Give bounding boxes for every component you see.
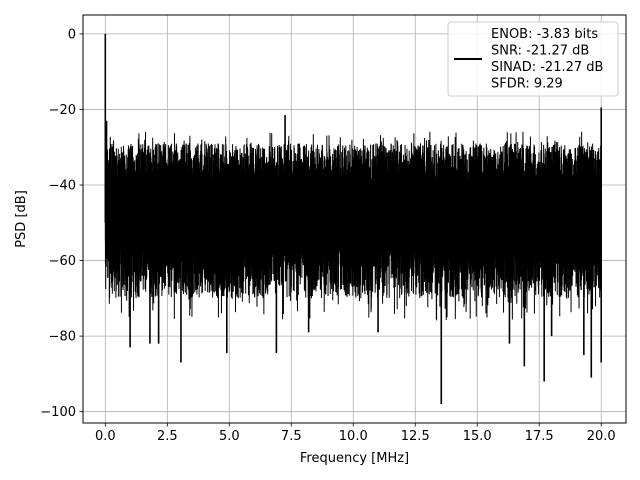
x-tick-label: 12.5 xyxy=(401,429,430,444)
x-tick-label: 2.5 xyxy=(157,429,178,444)
y-tick-label: −80 xyxy=(49,330,76,345)
x-tick-label: 7.5 xyxy=(281,429,302,444)
legend-box xyxy=(447,21,619,97)
x-tick-label: 10.0 xyxy=(339,429,368,444)
legend-line-3: SINAD: -21.27 dB xyxy=(491,60,603,75)
y-tick-label: −20 xyxy=(49,103,76,118)
legend-line-4: SFDR: 9.29 xyxy=(491,77,563,92)
x-tick-label: 5.0 xyxy=(219,429,240,444)
x-tick-label: 0.0 xyxy=(95,429,116,444)
legend: ENOB: -3.83 bits SNR: -21.27 dB SINAD: -… xyxy=(447,21,619,97)
legend-line-1: ENOB: -3.83 bits xyxy=(491,27,598,42)
legend-line-2: SNR: -21.27 dB xyxy=(491,44,589,59)
x-axis-label: Frequency [MHz] xyxy=(300,451,409,466)
x-tick-label: 17.5 xyxy=(525,429,554,444)
y-tick-label: 0 xyxy=(68,27,76,42)
x-tick-label: 20.0 xyxy=(587,429,616,444)
psd-noise-trace xyxy=(104,131,602,321)
plot-frame xyxy=(82,14,627,424)
y-tick-label: −40 xyxy=(49,179,76,194)
x-tick-label: 15.0 xyxy=(463,429,492,444)
data-layer xyxy=(104,33,603,405)
y-tick-label: −100 xyxy=(40,405,76,420)
y-tick-label: −60 xyxy=(49,254,76,269)
y-axis-label: PSD [dB] xyxy=(14,190,29,248)
tick-layer: 0.0 2.5 5.0 7.5 10.0 12.5 15.0 17.5 20.0 0 −20 −40 −… xyxy=(40,27,615,444)
